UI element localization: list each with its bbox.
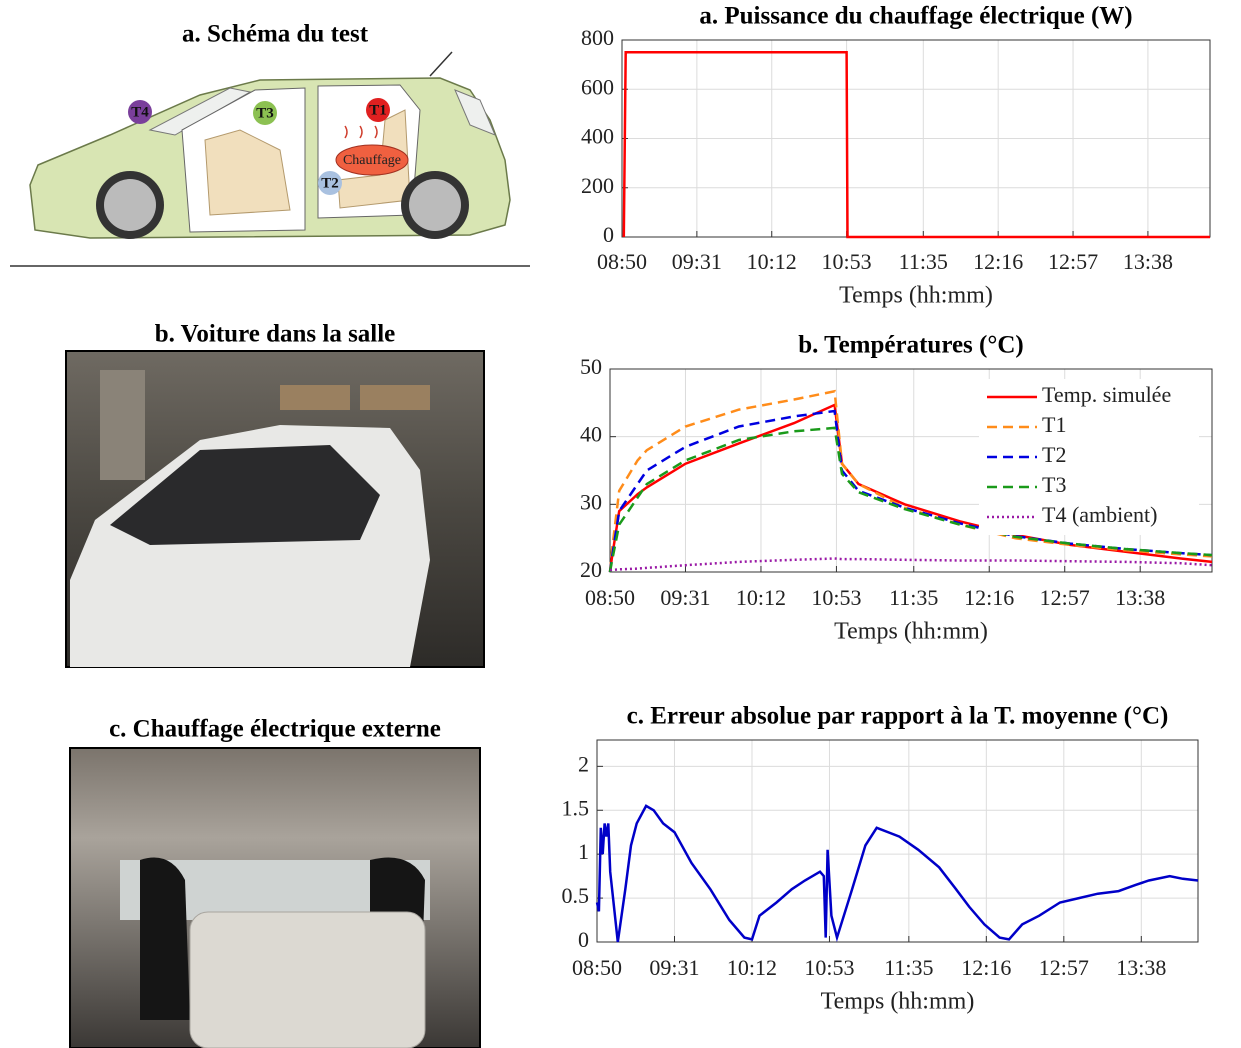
x-tick-label: 13:38 [1116,955,1166,980]
legend-box [979,379,1199,535]
y-tick-label: 40 [580,422,602,447]
y-tick-label: 30 [580,489,602,514]
x-tick-label: 08:50 [585,585,635,610]
y-tick-label: 2 [578,751,589,776]
chart-title: a. Puissance du chauffage électrique (W) [699,3,1132,30]
x-tick-label: 13:38 [1115,585,1165,610]
photo-car-room [65,350,485,668]
y-tick-label: 1 [578,839,589,864]
y-tick-label: 0 [603,222,614,247]
x-tick-label: 11:35 [899,249,948,274]
x-axis-label: Temps (hh:mm) [834,619,988,645]
y-tick-label: 800 [581,25,614,50]
legend-label: Temp. simulée [1042,382,1171,407]
x-tick-label: 08:50 [572,955,622,980]
antenna [429,51,453,77]
sensor-label: T2 [321,175,339,191]
door [100,370,145,480]
x-tick-label: 10:53 [804,955,854,980]
axes-box [609,368,1213,573]
sensor-label: T1 [369,102,387,118]
x-tick-label: 12:57 [1039,955,1089,980]
sensor-marker [128,100,152,124]
panel-title: a. Schéma du test [182,21,369,48]
axes-box [596,739,1199,943]
legend-label: T4 (ambient) [1042,502,1157,527]
y-tick-label: 0 [578,927,589,952]
x-axis-label: Temps (hh:mm) [839,283,993,309]
x-tick-label: 09:31 [672,249,722,274]
sensor-label: T3 [256,105,274,121]
sensor-marker [366,98,390,122]
x-tick-label: 09:31 [649,955,699,980]
legend-label: T2 [1042,442,1066,467]
window [280,385,350,410]
panel-title: c. Chauffage électrique externe [109,716,441,743]
wheel-rim [409,179,461,231]
data-line [608,426,1213,573]
x-tick-label: 12:16 [964,585,1014,610]
seat [140,857,190,1020]
x-tick-label: 10:12 [727,955,777,980]
y-tick-label: 20 [580,557,602,582]
y-tick-label: 50 [580,354,602,379]
y-tick-label: 1.5 [562,795,590,820]
plot-area [597,740,1198,942]
window [360,385,430,410]
heat-waves [344,125,378,139]
chart-title: b. Températures (°C) [798,332,1024,359]
data-line [622,51,1210,239]
data-line [595,804,1199,943]
legend-label: T3 [1042,472,1066,497]
y-tick-label: 0.5 [562,883,590,908]
x-tick-label: 13:38 [1123,249,1173,274]
y-tick-label: 200 [581,173,614,198]
sensor-marker [318,171,342,195]
legend-label: T1 [1042,412,1066,437]
x-tick-label: 08:50 [597,249,647,274]
x-tick-label: 11:35 [889,585,938,610]
x-tick-label: 12:16 [961,955,1011,980]
heater-label: Chauffage [343,153,401,168]
x-tick-label: 12:57 [1048,249,1098,274]
heater-box [189,911,426,1048]
sensor-marker [253,101,277,125]
chart-title: c. Erreur absolue par rapport à la T. mo… [627,703,1169,730]
y-tick-label: 400 [581,124,614,149]
y-tick-label: 600 [581,74,614,99]
wheel-rim [104,179,156,231]
data-line [608,389,1213,573]
x-tick-label: 12:16 [973,249,1023,274]
x-axis-label: Temps (hh:mm) [821,989,975,1015]
x-tick-label: 10:12 [736,585,786,610]
sensor-label: T4 [131,104,149,120]
photo-heater [69,747,481,1048]
x-tick-label: 11:35 [884,955,933,980]
x-tick-label: 10:53 [822,249,872,274]
rear-window [454,89,496,136]
x-tick-label: 12:57 [1040,585,1090,610]
car-windshield [110,445,380,545]
panel-title: b. Voiture dans la salle [155,321,396,348]
heater-marker [335,144,409,176]
car-diagram: T4 T3 T1 T2 Chauffage [10,51,530,267]
x-tick-label: 09:31 [660,585,710,610]
x-tick-label: 10:12 [747,249,797,274]
x-tick-label: 10:53 [811,585,861,610]
front-seat [204,129,291,216]
windshield [148,87,252,136]
